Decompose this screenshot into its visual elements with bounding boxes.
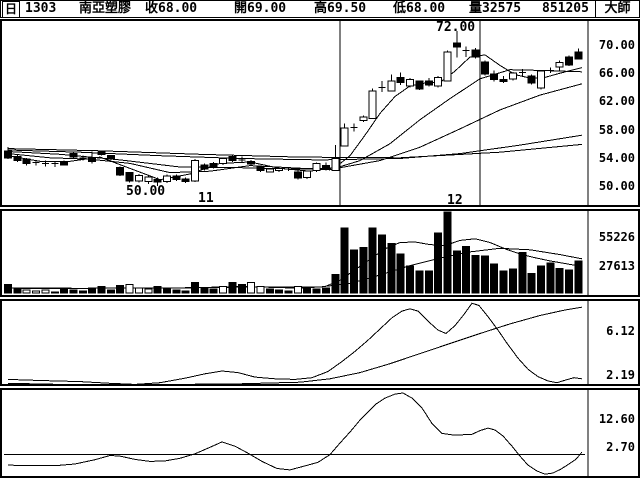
stock-name: 南亞塑膠 (79, 1, 132, 16)
volume-plot (4, 211, 589, 295)
brand-menu[interactable]: 大師 (595, 1, 639, 17)
price-panel (0, 19, 640, 207)
high-field: 高69.50 (314, 1, 367, 16)
osc2-line (7, 392, 583, 475)
candlestick-series (4, 30, 583, 186)
quote-header-bar: 日 1303 南亞塑膠 收68.00 開69.00 高69.50 低68.00 … (0, 0, 640, 18)
chart-annotation: 72.00 (436, 20, 476, 35)
ma-12 (7, 69, 583, 174)
axis-label: 2.70 (606, 440, 635, 454)
open-field: 開69.00 (234, 1, 287, 16)
oscillator1-panel (0, 299, 640, 386)
osc1-slow (7, 306, 583, 386)
date-field: 851205 (542, 1, 589, 16)
low-field: 低68.00 (393, 1, 446, 16)
axis-label: 2.19 (606, 368, 635, 382)
volume-field: 量32575 (469, 1, 522, 16)
osc1-fast (7, 302, 583, 385)
axis-label: 66.00 (598, 66, 635, 81)
close-field: 收68.00 (145, 1, 198, 16)
price-plot (4, 21, 589, 205)
oscillator2-panel (0, 388, 640, 478)
axis-label: 50.00 (598, 179, 635, 193)
axis-label: 58.00 (598, 122, 635, 137)
stock-code: 1303 (25, 1, 57, 16)
ma-72 (7, 134, 583, 161)
axis-label: 70.00 (598, 38, 635, 52)
chart-annotation: 50.00 (126, 184, 166, 199)
axis-label: 27613 (598, 259, 635, 273)
volume-bars (4, 211, 583, 294)
axis-label: 54.00 (598, 150, 635, 165)
chart-annotation: 12 (447, 193, 463, 208)
period-button[interactable]: 日 (2, 1, 20, 18)
ma-144 (7, 143, 583, 159)
axis-label: 62.00 (598, 94, 635, 109)
chart-annotation: 11 (198, 191, 214, 206)
axis-label: 12.60 (598, 412, 635, 426)
oscillator-2-plot (4, 390, 589, 476)
axis-label: 55226 (598, 230, 635, 244)
ma-24 (7, 83, 583, 170)
oscillator-1-plot (7, 301, 589, 386)
axis-label: 6.12 (606, 324, 635, 338)
